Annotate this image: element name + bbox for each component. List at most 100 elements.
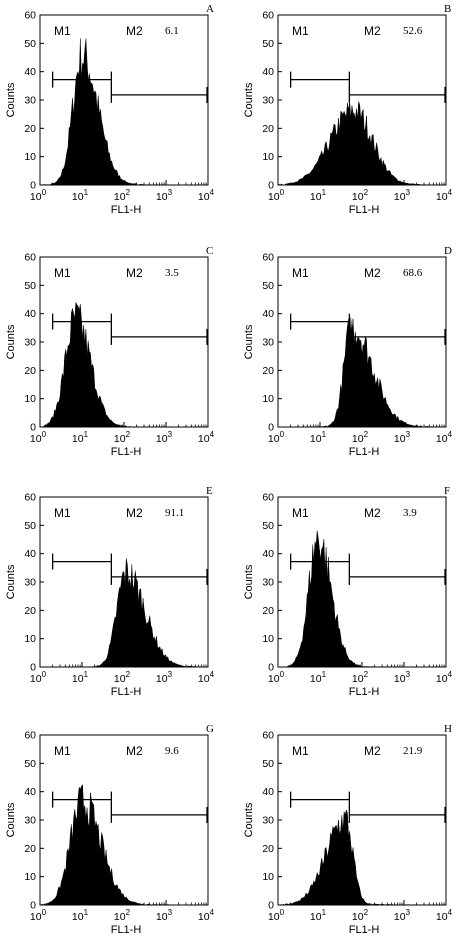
x-axis-title: FL1-H: [349, 204, 380, 216]
x-tick-label: 103: [394, 670, 411, 685]
x-tick-label: 101: [72, 430, 89, 445]
y-tick-label: 20: [262, 365, 274, 377]
y-tick-label: 50: [262, 280, 274, 292]
y-tick-label: 10: [262, 871, 274, 883]
x-tick-label: 104: [198, 430, 215, 445]
gate-label-m2: M2: [126, 24, 143, 38]
y-tick-label: 10: [262, 151, 274, 163]
x-tick-label: 100: [30, 670, 47, 685]
x-tick-label: 103: [394, 430, 411, 445]
y-axis-title: Counts: [243, 324, 255, 359]
y-tick-label: 30: [24, 337, 36, 349]
x-axis-title: FL1-H: [349, 686, 380, 698]
gate-m2-percent: 3.9: [403, 507, 417, 519]
y-tick-label: 0: [30, 662, 36, 674]
x-tick-label: 101: [72, 670, 89, 685]
y-tick-label: 50: [24, 280, 36, 292]
y-tick-label: 10: [24, 633, 36, 645]
y-tick-label: 60: [262, 252, 274, 264]
x-tick-label: 101: [310, 908, 327, 923]
gate-label-m2: M2: [364, 24, 381, 38]
gate-label-m1: M1: [54, 506, 71, 520]
x-tick-label: 102: [352, 430, 369, 445]
y-tick-label: 0: [268, 662, 274, 674]
x-tick-label: 100: [30, 188, 47, 203]
plot-frame: [39, 14, 209, 186]
x-tick-label: 102: [114, 430, 131, 445]
y-tick-label: 40: [262, 66, 274, 78]
gate-label-m1: M1: [292, 744, 309, 758]
x-axis-title: FL1-H: [111, 204, 142, 216]
y-tick-label: 40: [262, 308, 274, 320]
y-tick-label: 20: [24, 843, 36, 855]
gate-label-m1: M1: [292, 266, 309, 280]
y-tick-label: 40: [24, 786, 36, 798]
y-tick-label: 50: [262, 758, 274, 770]
y-tick-label: 10: [262, 393, 274, 405]
x-tick-label: 103: [394, 908, 411, 923]
panel-B: 0 10 20 30 40 50 60 100 101 102 103 104 FL1-H Counts M…: [243, 3, 453, 216]
x-tick-label: 100: [268, 670, 285, 685]
x-tick-label: 103: [156, 188, 173, 203]
y-tick-label: 40: [262, 548, 274, 560]
y-tick-label: 20: [24, 365, 36, 377]
histogram-area: [277, 530, 447, 668]
x-tick-label: 101: [310, 430, 327, 445]
y-tick-label: 40: [24, 66, 36, 78]
gate-label-m2: M2: [126, 506, 143, 520]
x-tick-label: 101: [72, 188, 89, 203]
gate-m2-percent: 6.1: [165, 25, 179, 37]
x-tick-label: 102: [352, 908, 369, 923]
x-tick-label: 104: [436, 430, 453, 445]
y-tick-label: 60: [262, 492, 274, 504]
gate-label-m2: M2: [364, 744, 381, 758]
gate-label-m1: M1: [54, 266, 71, 280]
gate-label-m1: M1: [292, 24, 309, 38]
y-tick-label: 10: [262, 633, 274, 645]
y-tick-label: 60: [262, 10, 274, 22]
gate-label-m1: M1: [292, 506, 309, 520]
x-tick-label: 100: [268, 430, 285, 445]
panel-letter: H: [444, 723, 452, 735]
panel-C: 0 10 20 30 40 50 60 100 101 102 103 104 FL1-H Counts M…: [5, 245, 215, 458]
gate-label-m1: M1: [54, 744, 71, 758]
y-axis-title: Counts: [5, 82, 17, 117]
y-tick-label: 30: [24, 815, 36, 827]
panel-E: 0 10 20 30 40 50 60 100 101 102 103 104 FL1-H Counts M…: [5, 485, 215, 698]
x-axis-title: FL1-H: [349, 924, 380, 936]
y-tick-label: 30: [24, 95, 36, 107]
y-axis-title: Counts: [243, 82, 255, 117]
histogram-area: [277, 317, 447, 428]
y-tick-label: 60: [24, 730, 36, 742]
x-tick-label: 100: [30, 430, 47, 445]
histogram-area: [39, 38, 209, 186]
panel-letter: B: [444, 3, 451, 15]
y-tick-label: 0: [268, 180, 274, 192]
x-tick-label: 104: [198, 188, 215, 203]
x-axis-title: FL1-H: [111, 924, 142, 936]
y-tick-label: 40: [262, 786, 274, 798]
y-tick-label: 10: [24, 393, 36, 405]
panel-D: 0 10 20 30 40 50 60 100 101 102 103 104 FL1-H Counts M…: [243, 245, 453, 458]
x-axis-title: FL1-H: [111, 686, 142, 698]
x-tick-label: 101: [72, 908, 89, 923]
panel-letter: D: [444, 245, 452, 257]
y-tick-label: 20: [262, 123, 274, 135]
y-tick-label: 10: [24, 871, 36, 883]
y-tick-label: 50: [262, 38, 274, 50]
x-tick-label: 104: [436, 188, 453, 203]
y-tick-label: 20: [262, 605, 274, 617]
y-tick-label: 30: [262, 95, 274, 107]
y-tick-label: 50: [262, 520, 274, 532]
x-tick-label: 100: [30, 908, 47, 923]
x-tick-label: 104: [198, 670, 215, 685]
panel-H: 0 10 20 30 40 50 60 100 101 102 103 104 FL1-H Counts M…: [243, 723, 453, 936]
y-tick-label: 0: [30, 180, 36, 192]
x-tick-label: 100: [268, 188, 285, 203]
y-tick-label: 60: [24, 252, 36, 264]
y-tick-label: 20: [24, 123, 36, 135]
x-tick-label: 104: [436, 670, 453, 685]
x-tick-label: 101: [310, 188, 327, 203]
y-tick-label: 0: [268, 900, 274, 912]
